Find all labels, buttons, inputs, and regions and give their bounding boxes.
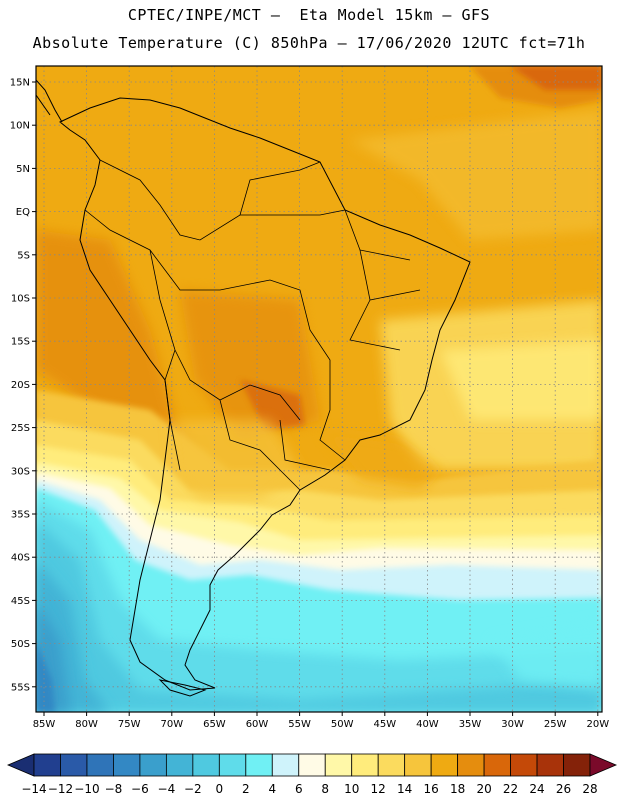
colorbar-swatch bbox=[298, 753, 326, 777]
colorbar-label: 26 bbox=[556, 782, 571, 796]
colorbar-swatch bbox=[483, 753, 511, 777]
colorbar-swatch bbox=[60, 753, 88, 777]
colorbar-label: 8 bbox=[321, 782, 329, 796]
chart-title-line1: CPTEC/INPE/MCT – Eta Model 15km – GFS bbox=[127, 6, 491, 24]
colorbar-swatch bbox=[510, 753, 538, 777]
longitude-label: 25W bbox=[544, 719, 567, 730]
colorbar-label: 28 bbox=[582, 782, 597, 796]
colorbar-swatch bbox=[218, 753, 247, 777]
latitude-label: 25S bbox=[11, 423, 30, 434]
colorbar-label: −2 bbox=[184, 782, 202, 796]
latitude-label: 5N bbox=[16, 164, 30, 175]
colorbar-label: 22 bbox=[503, 782, 518, 796]
colorbar-swatch bbox=[324, 753, 353, 777]
longitude-label: 50W bbox=[331, 719, 354, 730]
colorbar-swatch bbox=[192, 753, 220, 777]
latitude-label: 15N bbox=[10, 78, 30, 89]
colorbar-swatch bbox=[536, 753, 564, 777]
colorbar-label: 10 bbox=[344, 782, 359, 796]
coastline bbox=[36, 79, 471, 697]
longitude-label: 20W bbox=[586, 719, 609, 730]
longitude-label: 70W bbox=[160, 719, 183, 730]
latitude-label: 20S bbox=[11, 380, 30, 391]
colorbar-label: −4 bbox=[158, 782, 176, 796]
latitude-label: 10S bbox=[11, 294, 30, 305]
latitude-label: 10N bbox=[10, 121, 30, 132]
latitude-label: 30S bbox=[11, 466, 30, 477]
colorbar-swatch bbox=[113, 753, 141, 777]
colorbar-high-arrow bbox=[589, 753, 618, 777]
longitude-label: 85W bbox=[33, 719, 56, 730]
latitude-label: 50S bbox=[11, 639, 30, 650]
longitude-labels: 85W 80W 75W 70W 65W 60W 55W 50W 45W 40W 35W 30W 25W 2… bbox=[33, 712, 609, 730]
colorbar-label: 14 bbox=[397, 782, 412, 796]
colorbar-label: 6 bbox=[295, 782, 303, 796]
latitude-label: 35S bbox=[11, 510, 30, 521]
colorbar-swatch bbox=[139, 753, 167, 777]
longitude-label: 65W bbox=[203, 719, 226, 730]
latitude-label: 5S bbox=[17, 250, 30, 261]
colorbar-low-arrow bbox=[6, 753, 35, 777]
longitude-label: 55W bbox=[288, 719, 311, 730]
longitude-label: 45W bbox=[373, 719, 396, 730]
country-borders bbox=[84, 159, 421, 491]
colorbar-label: 20 bbox=[476, 782, 491, 796]
colorbar-label: 0 bbox=[216, 782, 224, 796]
colorbar-swatch bbox=[457, 753, 485, 777]
colorbar-swatch bbox=[377, 753, 406, 777]
colorbar-label: 4 bbox=[268, 782, 276, 796]
colorbar-swatch bbox=[351, 753, 379, 777]
colorbar-label: −12 bbox=[48, 782, 73, 796]
chart-title-line2: Absolute Temperature (C) 850hPa – 17/06/… bbox=[32, 34, 586, 52]
temperature-field bbox=[36, 66, 602, 712]
latitude-label: 45S bbox=[11, 596, 30, 607]
colorbar-label: 18 bbox=[450, 782, 465, 796]
latitude-label: EQ bbox=[16, 207, 30, 218]
latitude-labels: 15N 10N 5N EQ 5S 10S 15S 20S 25S 30S 35S 40S 45S 50S 5… bbox=[10, 78, 36, 693]
colorbar-label: −6 bbox=[131, 782, 149, 796]
colorbar-swatch bbox=[86, 753, 114, 777]
latitude-label: 40S bbox=[11, 553, 30, 564]
colorbar-swatch bbox=[271, 753, 300, 777]
colorbar-swatch bbox=[245, 753, 273, 777]
colorbar-swatch bbox=[33, 753, 61, 777]
longitude-label: 35W bbox=[459, 719, 482, 730]
color-bar: −14 −12 −10 −8 −6 −4 −2 0 2 4 6 8 10 12 14 16 18 20 22 24 26… bbox=[6, 753, 618, 796]
longitude-label: 30W bbox=[501, 719, 524, 730]
longitude-label: 80W bbox=[75, 719, 98, 730]
colorbar-label: −10 bbox=[74, 782, 99, 796]
colorbar-label: −8 bbox=[105, 782, 123, 796]
map-frame bbox=[35, 65, 603, 713]
latitude-label: 55S bbox=[11, 682, 30, 693]
colorbar-label: 24 bbox=[529, 782, 544, 796]
longitude-label: 75W bbox=[118, 719, 141, 730]
colorbar-label: 2 bbox=[242, 782, 250, 796]
colorbar-swatch bbox=[430, 753, 459, 777]
colorbar-swatch bbox=[165, 753, 194, 777]
longitude-label: 60W bbox=[246, 719, 269, 730]
colorbar-swatch bbox=[404, 753, 432, 777]
latitude-label: 15S bbox=[11, 337, 30, 348]
colorbar-label: 16 bbox=[424, 782, 439, 796]
colorbar-label: 12 bbox=[371, 782, 386, 796]
colorbar-label: −14 bbox=[21, 782, 46, 796]
longitude-label: 40W bbox=[416, 719, 439, 730]
colorbar-swatch bbox=[563, 753, 591, 777]
